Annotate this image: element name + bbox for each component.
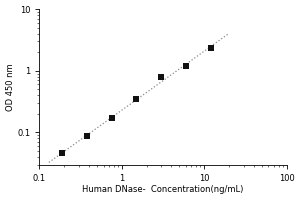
X-axis label: Human DNase-  Concentration(ng/mL): Human DNase- Concentration(ng/mL)	[82, 185, 244, 194]
Point	[159, 75, 164, 79]
Point	[134, 97, 139, 100]
Point	[84, 135, 89, 138]
Y-axis label: OD 450 nm: OD 450 nm	[6, 63, 15, 111]
Point	[184, 64, 188, 67]
Point	[109, 117, 114, 120]
Point	[60, 152, 64, 155]
Point	[208, 47, 213, 50]
